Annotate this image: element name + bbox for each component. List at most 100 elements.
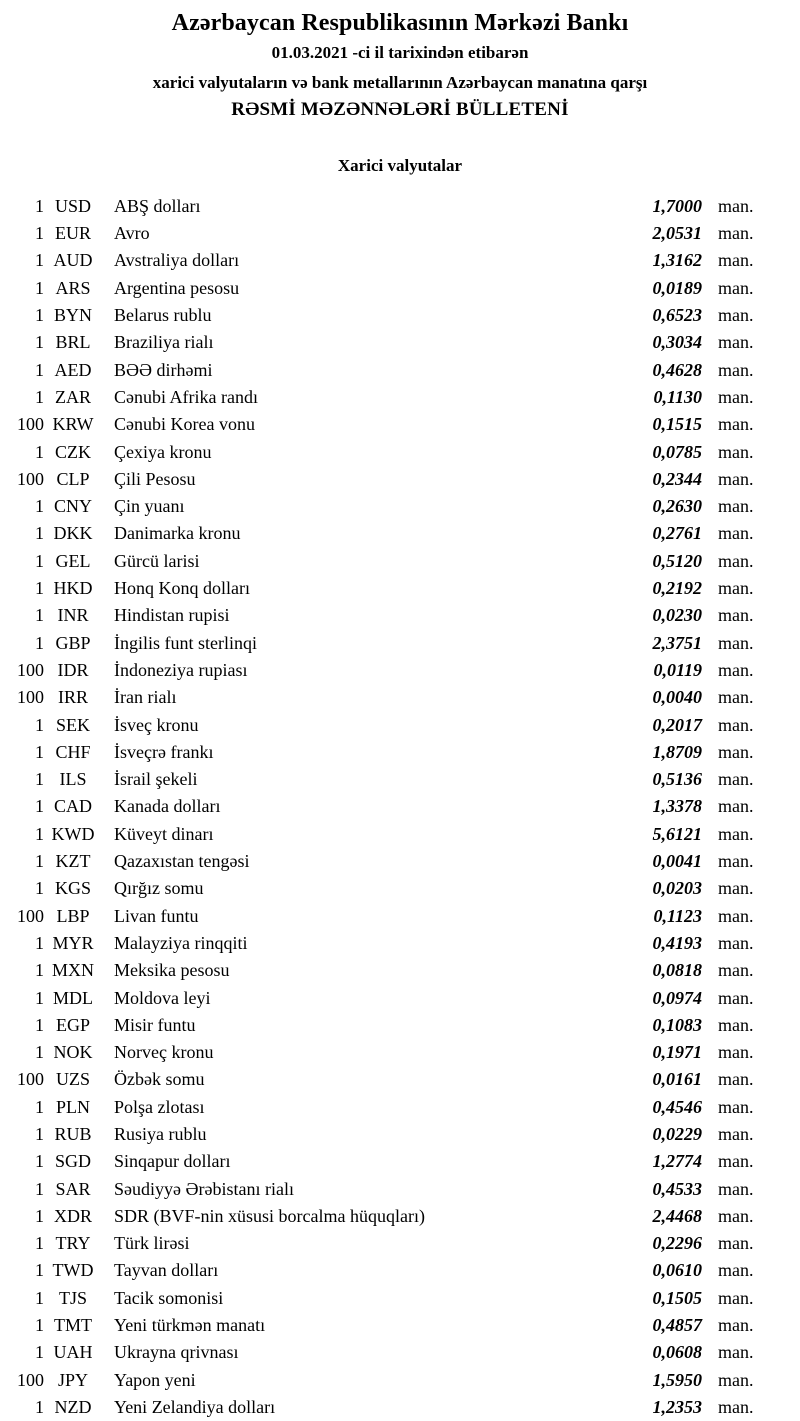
currency-multiplier: 1 (35, 523, 44, 544)
currency-unit: man. (718, 823, 754, 844)
currency-name: Meksika pesosu (114, 960, 230, 981)
currency-code: TMT (54, 1315, 92, 1336)
currency-name: Livan funtu (114, 905, 199, 926)
currency-unit: man. (718, 1096, 754, 1117)
currency-unit: man. (718, 659, 754, 680)
currency-name: Yapon yeni (114, 1369, 196, 1390)
currency-multiplier: 100 (17, 687, 44, 708)
currency-unit: man. (718, 468, 754, 489)
currency-code: IDR (57, 659, 89, 680)
currency-name: SDR (BVF-nin xüsusi borcalma hüquqları) (114, 1205, 425, 1226)
currency-multiplier: 1 (35, 550, 44, 571)
currency-unit: man. (718, 1205, 754, 1226)
table-row: 100 LBP Livan funtu 0,1123 man. (0, 903, 800, 930)
currency-code: DKK (53, 523, 93, 544)
currency-unit: man. (718, 496, 754, 517)
currency-unit: man. (718, 1396, 754, 1417)
currency-name: Cənubi Afrika randı (114, 386, 258, 407)
currency-code: LBP (56, 905, 90, 926)
currency-unit: man. (718, 1342, 754, 1363)
currency-rate: 0,0610 (652, 1260, 703, 1281)
currency-rate: 0,2296 (652, 1233, 703, 1254)
currency-unit: man. (718, 332, 754, 353)
currency-name: İngilis funt sterlinqi (114, 632, 257, 653)
table-row: 1 XDR SDR (BVF-nin xüsusi borcalma hüquqla… (0, 1203, 800, 1230)
table-row: 1 CZK Çexiya kronu 0,0785 man. (0, 439, 800, 466)
currency-unit: man. (718, 796, 754, 817)
table-row: 1 NZD Yeni Zelandiya dolları 1,2353 man. (0, 1394, 800, 1421)
currency-multiplier: 100 (17, 1069, 44, 1090)
table-row: 100 CLP Çili Pesosu 0,2344 man. (0, 466, 800, 493)
currency-unit: man. (718, 359, 754, 380)
table-row: 1 GBP İngilis funt sterlinqi 2,3751 man. (0, 630, 800, 657)
currency-name: Tacik somonisi (114, 1287, 224, 1308)
currency-rate: 0,0040 (652, 687, 703, 708)
currency-code: ZAR (55, 386, 91, 407)
currency-rate: 0,0974 (652, 987, 703, 1008)
currency-multiplier: 1 (35, 250, 44, 271)
currency-multiplier: 1 (35, 714, 44, 735)
currency-rate: 0,1130 (653, 386, 702, 407)
currency-name: Hindistan rupisi (114, 605, 230, 626)
currency-rate: 2,3751 (652, 632, 703, 653)
currency-code: SGD (54, 1151, 91, 1172)
currency-code: BYN (53, 305, 92, 326)
currency-code: HKD (53, 578, 93, 599)
currency-unit: man. (718, 277, 754, 298)
currency-code: NOK (53, 1042, 93, 1063)
table-row: 1 KZT Qazaxıstan tengəsi 0,0041 man. (0, 848, 800, 875)
currency-rate: 0,0041 (652, 851, 703, 872)
currency-unit: man. (718, 1315, 754, 1336)
table-row: 1 KGS Qırğız somu 0,0203 man. (0, 875, 800, 902)
currency-name: Cənubi Korea vonu (114, 414, 255, 435)
currency-name: Danimarka kronu (114, 523, 241, 544)
currency-name: Küveyt dinarı (114, 823, 214, 844)
exchange-rates-table: 1 USD ABŞ dolları 1,7000 man. 1 EUR Avro 2,0531 m… (0, 193, 800, 1421)
currency-rate: 0,6523 (652, 305, 703, 326)
currency-name: Polşa zlotası (114, 1096, 205, 1117)
currency-rate: 0,4533 (652, 1178, 703, 1199)
currency-code: SEK (55, 714, 90, 735)
currency-unit: man. (718, 414, 754, 435)
currency-multiplier: 1 (35, 1205, 44, 1226)
table-row: 1 SEK İsveç kronu 0,2017 man. (0, 712, 800, 739)
currency-code: TRY (55, 1233, 91, 1254)
currency-name: İran rialı (114, 687, 177, 708)
document-header: Azərbaycan Respublikasının Mərkəzi Bankı… (0, 0, 800, 122)
currency-rate: 0,1505 (652, 1287, 703, 1308)
currency-name: Honq Konq dolları (114, 578, 250, 599)
currency-rate: 0,0229 (652, 1123, 703, 1144)
currency-rate: 2,0531 (652, 223, 703, 244)
currency-rate: 0,1971 (652, 1042, 703, 1063)
currency-unit: man. (718, 1178, 754, 1199)
currency-unit: man. (718, 1233, 754, 1254)
currency-unit: man. (718, 1260, 754, 1281)
table-row: 1 MYR Malayziya rinqqiti 0,4193 man. (0, 930, 800, 957)
currency-multiplier: 1 (35, 386, 44, 407)
currency-name: Türk lirəsi (114, 1233, 190, 1254)
currency-unit: man. (718, 250, 754, 271)
currency-unit: man. (718, 632, 754, 653)
currency-rate: 0,1515 (652, 414, 703, 435)
currency-unit: man. (718, 386, 754, 407)
currency-code: UAH (53, 1342, 93, 1363)
currency-name: Argentina pesosu (114, 277, 240, 298)
table-row: 1 MDL Moldova leyi 0,0974 man. (0, 985, 800, 1012)
currency-code: KGS (54, 878, 91, 899)
currency-rate: 0,2761 (652, 523, 703, 544)
currency-multiplier: 1 (35, 496, 44, 517)
currency-multiplier: 1 (35, 932, 44, 953)
currency-unit: man. (718, 851, 754, 872)
currency-unit: man. (718, 195, 754, 216)
currency-code: XDR (53, 1205, 92, 1226)
currency-code: GBP (55, 632, 91, 653)
currency-code: SAR (55, 1178, 91, 1199)
currency-rate: 1,8709 (652, 741, 703, 762)
currency-name: Sinqapur dolları (114, 1151, 231, 1172)
currency-code: ILS (59, 769, 87, 790)
currency-code: USD (54, 195, 91, 216)
currency-name: Səudiyyə Ərəbistanı rialı (114, 1178, 294, 1199)
currency-rate: 0,0608 (652, 1342, 703, 1363)
table-row: 100 IDR İndoneziya rupiası 0,0119 man. (0, 657, 800, 684)
currency-unit: man. (718, 523, 754, 544)
